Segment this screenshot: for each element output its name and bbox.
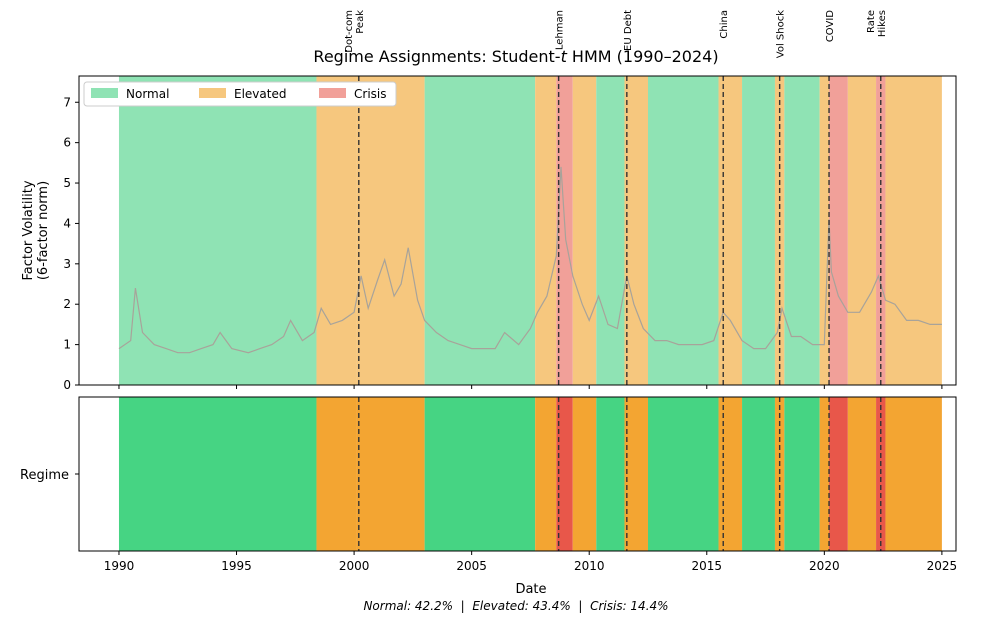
bottom-regime-block-normal (424, 397, 536, 551)
bottom-axes: Regime 1990 1995 2000 2005 2010 2015 2020 2025 (20, 396, 958, 573)
top-axes-frame (78, 75, 957, 386)
event-label: COVID (825, 10, 836, 42)
top-regime-block-normal (118, 76, 317, 385)
event-label: Lehman (555, 10, 566, 50)
legend-label-normal: Normal (126, 87, 169, 101)
bottom-regime-block-normal (784, 397, 820, 551)
volatility-panel: 0 1 2 3 4 5 6 7 Factor Volatility (6-factor norm)… (21, 75, 957, 392)
top-regime-block-normal (742, 76, 775, 385)
legend-swatch-normal (91, 88, 118, 98)
legend-swatch-elevated (199, 88, 226, 98)
bottom-regime-block-elevated (885, 397, 942, 551)
bottom-regime-block-elevated (356, 397, 425, 551)
event-label: Vol Shock (776, 10, 787, 58)
bottom-event-lines (358, 397, 882, 551)
legend: Normal Elevated Crisis (83, 81, 397, 107)
y-tick-label: 5 (63, 176, 71, 190)
top-regime-block-elevated (535, 76, 557, 385)
top-regime-block-crisis (829, 76, 848, 385)
y-axis-label: Factor Volatility (21, 180, 36, 280)
bottom-regime-blocks (118, 397, 942, 551)
chart-title: Regime Assignments: Student-t HMM (1990–… (313, 47, 718, 66)
bottom-regime-block-elevated (624, 397, 648, 551)
top-regime-block-normal (647, 76, 719, 385)
legend-label-crisis: Crisis (354, 87, 386, 101)
y-tick-label: 1 (63, 338, 71, 352)
top-regime-block-elevated (624, 76, 648, 385)
x-axis-label: Date (515, 582, 546, 597)
legend-swatch-crisis (319, 88, 346, 98)
y-tick-label: 6 (63, 136, 71, 150)
y-tick-label: 4 (63, 216, 71, 230)
legend-frame (83, 81, 397, 107)
title-part-2: HMM (1990–2024) (567, 47, 719, 66)
regime-share-footer: Normal: 42.2% | Elevated: 43.4% | Crisis… (363, 599, 668, 613)
event-label: Hikes (877, 10, 888, 37)
volatility-line (118, 166, 942, 354)
event-label: EU Debt (623, 10, 634, 51)
event-label: China (719, 10, 730, 39)
volatility-line-group (118, 166, 942, 354)
y-tick-label: 2 (63, 297, 71, 311)
bottom-regime-block-normal (596, 397, 625, 551)
top-regime-block-normal (424, 76, 536, 385)
bottom-regime-block-normal (118, 397, 317, 551)
y-tick-label: 7 (63, 95, 71, 109)
top-regime-block-normal (596, 76, 625, 385)
x-tick-label: 2010 (574, 559, 605, 573)
event-label: Dot-com (344, 10, 355, 53)
bottom-regime-block-crisis (556, 397, 573, 551)
bottom-regime-block-elevated (316, 397, 357, 551)
title-part-italic: t (561, 47, 568, 66)
top-regime-block-elevated (572, 76, 597, 385)
x-tick-label: 2000 (339, 559, 370, 573)
legend-label-elevated: Elevated (234, 87, 286, 101)
top-regime-block-elevated (718, 76, 743, 385)
x-tick-label: 2005 (456, 559, 487, 573)
top-regime-block-normal (784, 76, 820, 385)
top-regime-block-elevated (356, 76, 425, 385)
top-event-lines (358, 76, 882, 385)
y-tick-label: 0 (63, 378, 71, 392)
event-label: Rate (866, 10, 877, 33)
event-labels: Dot-com Peak Lehman EU Debt China Vol Shock CO… (344, 10, 888, 59)
bottom-regime-block-elevated (847, 397, 877, 551)
x-tick-label: 2015 (691, 559, 722, 573)
top-regime-block-elevated (819, 76, 830, 385)
title-part-1: Regime Assignments: Student- (313, 47, 560, 66)
bottom-regime-block-elevated (718, 397, 743, 551)
x-tick-label: 1995 (221, 559, 252, 573)
top-regime-block-elevated (885, 76, 942, 385)
bottom-regime-block-normal (647, 397, 719, 551)
top-regime-block-elevated (316, 76, 357, 385)
bottom-regime-block-elevated (535, 397, 557, 551)
y-axis-label: (6-factor norm) (36, 181, 51, 280)
bottom-regime-block-elevated (572, 397, 597, 551)
bottom-regime-block-elevated (819, 397, 830, 551)
regime-axis-label: Regime (20, 468, 69, 483)
event-label: Peak (355, 10, 366, 34)
x-tick-label: 2020 (809, 559, 840, 573)
x-tick-label: 2025 (927, 559, 958, 573)
top-regime-block-elevated (847, 76, 877, 385)
top-axes: 0 1 2 3 4 5 6 7 Factor Volatility (6-factor norm) (21, 75, 957, 392)
y-tick-label: 3 (63, 257, 71, 271)
top-regime-blocks (118, 76, 942, 385)
regime-panel: Regime 1990 1995 2000 2005 2010 2015 2020 2025 (20, 396, 958, 573)
bottom-regime-block-crisis (829, 397, 848, 551)
bottom-regime-block-normal (742, 397, 775, 551)
x-tick-label: 1990 (104, 559, 135, 573)
